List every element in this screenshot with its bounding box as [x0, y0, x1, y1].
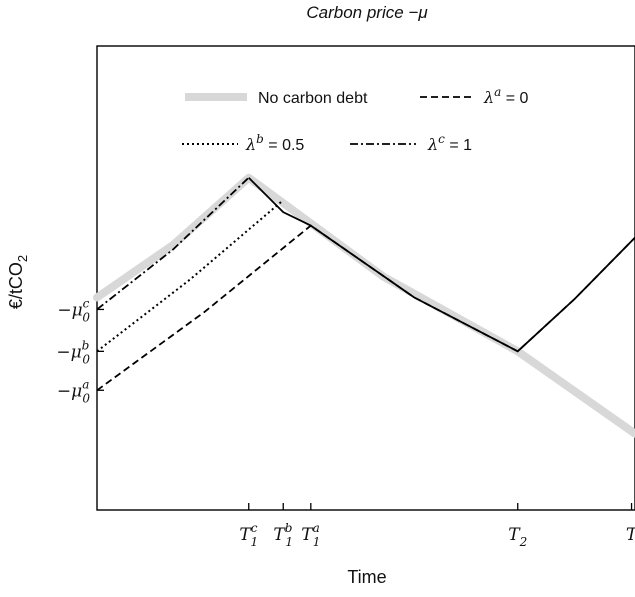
y-axis-label-sub: 2: [15, 255, 30, 262]
x-tick-label-4: T: [626, 525, 635, 545]
x-tick-label-0: Tc 1: [239, 521, 258, 549]
plot-frame: [96, 45, 635, 511]
x-tick-layer: Tc1 Tb1 Ta1 T2 T: [239, 503, 635, 549]
chart-title: Carbon price −μ: [306, 3, 428, 22]
series-line-0: [93, 173, 635, 438]
legend-label-1: λa = 0: [483, 85, 529, 107]
x-tick-label-1: Tb 1: [273, 521, 293, 549]
series-layer: [93, 173, 635, 438]
x-axis-label: Time: [347, 567, 386, 587]
y-tick-label-0: −μc 0: [57, 296, 90, 324]
series-line-1: [96, 224, 635, 392]
y-tick-label-1: −μb 0: [56, 338, 90, 366]
x-tick-label-3: T2: [508, 525, 527, 549]
y-axis-label-main: €/tCO: [6, 262, 26, 309]
legend: No carbon debt λa = 0 λb = 0.5 λc = 1: [182, 85, 529, 154]
y-tick-label-2: −μa 0: [57, 377, 90, 405]
y-axis-label: €/tCO2: [6, 255, 30, 309]
series-line-kink-segment: [248, 177, 312, 227]
legend-label-3: λc = 1: [427, 132, 472, 154]
x-tick-label-2: Ta 1: [301, 521, 320, 549]
legend-label-2: λb = 0.5: [245, 132, 304, 154]
series-line-joined-segment: [310, 224, 635, 353]
y-tick-layer: −μc 0 −μb 0 −μa 0: [56, 296, 104, 405]
legend-label-0: No carbon debt: [258, 90, 368, 107]
series-line-3: [96, 177, 250, 311]
